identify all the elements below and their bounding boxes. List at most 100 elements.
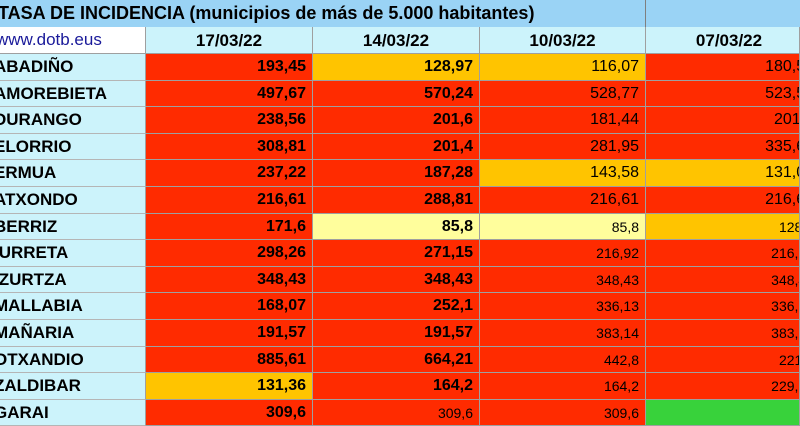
incidence-value-text: 180,58 (765, 58, 799, 75)
incidence-value-text: 201,6 (773, 111, 800, 129)
incidence-value-cell[interactable]: 281,95 (480, 133, 646, 161)
incidence-value-cell[interactable]: 128,97 (313, 54, 480, 81)
incidence-value-text: 523,54 (765, 84, 799, 102)
incidence-value-text: 348,43 (771, 271, 799, 288)
incidence-value-cell[interactable]: 116,07 (480, 54, 646, 81)
municipality-name-cell[interactable]: ATXONDO (0, 186, 146, 214)
incidence-value-cell[interactable]: 143,58 (480, 160, 646, 187)
incidence-value-cell[interactable] (646, 399, 800, 426)
incidence-value-cell[interactable]: 201,4 (313, 133, 480, 161)
incidence-value-cell[interactable]: 216,61 (146, 186, 313, 214)
incidence-value-cell[interactable]: 348,43 (146, 266, 313, 294)
incidence-value-cell[interactable]: 336,13 (646, 293, 800, 320)
incidence-value-cell[interactable]: 383,14 (646, 319, 800, 347)
site-url-cell[interactable]: www.dotb.eus (0, 27, 146, 54)
incidence-value-cell[interactable]: 85,8 (313, 213, 480, 241)
incidence-value-cell[interactable]: 271,15 (313, 240, 480, 267)
municipality-name-cell[interactable]: OTXANDIO (0, 346, 146, 374)
incidence-value-text: 216,61 (765, 190, 799, 208)
incidence-value-text: 131,09 (765, 164, 799, 182)
incidence-value-cell[interactable]: 216,61 (646, 186, 800, 214)
municipality-name-cell[interactable]: BERRIZ (0, 213, 146, 241)
incidence-value-cell[interactable]: 308,81 (146, 133, 313, 161)
incidence-value-cell[interactable]: 216,92 (480, 240, 646, 267)
incidence-value-cell[interactable]: 180,58 (646, 54, 800, 81)
incidence-value-cell[interactable]: 216,61 (480, 186, 646, 214)
municipality-name-cell[interactable]: MALLABIA (0, 293, 146, 320)
incidence-value-cell[interactable]: 523,54 (646, 80, 800, 108)
municipality-name-cell[interactable]: IZURTZA (0, 266, 146, 294)
incidence-value-cell[interactable]: 171,6 (146, 213, 313, 241)
incidence-value-cell[interactable]: 309,6 (480, 399, 646, 426)
incidence-value-cell[interactable]: 221,4 (646, 346, 800, 374)
incidence-value-cell[interactable]: 570,24 (313, 80, 480, 108)
incidence-value-cell[interactable]: 664,21 (313, 346, 480, 374)
incidence-value-cell[interactable]: 348,43 (646, 266, 800, 294)
incidence-value-cell[interactable]: 229,88 (646, 373, 800, 400)
incidence-value-text: 221,4 (778, 351, 799, 368)
incidence-value-cell[interactable]: 237,22 (146, 160, 313, 187)
incidence-value-cell[interactable]: 336,13 (480, 293, 646, 320)
incidence-value-cell[interactable]: 85,8 (480, 213, 646, 241)
incidence-value-cell[interactable]: 309,6 (313, 399, 480, 426)
incidence-value-cell[interactable]: 216,92 (646, 240, 800, 267)
incidence-value-cell[interactable]: 528,77 (480, 80, 646, 108)
municipality-name-cell[interactable]: ERMUA (0, 160, 146, 187)
date-header-4[interactable]: 07/03/22 (646, 27, 800, 54)
incidence-value-cell[interactable]: 252,1 (313, 293, 480, 320)
incidence-value-cell[interactable]: 288,81 (313, 186, 480, 214)
date-header-1[interactable]: 17/03/22 (146, 27, 313, 54)
incidence-value-cell[interactable]: 201,6 (313, 107, 480, 134)
incidence-value-cell[interactable]: 309,6 (146, 399, 313, 426)
municipality-name-cell[interactable]: AMOREBIETA (0, 80, 146, 108)
incidence-value-cell[interactable]: 193,45 (146, 54, 313, 81)
date-header-2[interactable]: 14/03/22 (313, 27, 480, 54)
incidence-value-cell[interactable]: 128,7 (646, 213, 800, 241)
incidence-value-cell[interactable]: 187,28 (313, 160, 480, 187)
incidence-value-cell[interactable]: 181,44 (480, 107, 646, 134)
municipality-name-cell[interactable]: ABADIÑO (0, 54, 146, 81)
incidence-value-text: 229,88 (771, 378, 799, 395)
sheet-title[interactable]: TASA DE INCIDENCIA (municipios de más de… (0, 0, 646, 27)
incidence-value-cell[interactable]: 298,26 (146, 240, 313, 267)
incidence-value-text: 335,65 (765, 137, 799, 155)
date-header-3[interactable]: 10/03/22 (480, 27, 646, 54)
incidence-value-cell[interactable]: 201,6 (646, 107, 800, 134)
incidence-value-cell[interactable]: 191,57 (146, 319, 313, 347)
incidence-value-cell[interactable]: 348,43 (480, 266, 646, 294)
incidence-value-cell[interactable]: 383,14 (480, 319, 646, 347)
incidence-value-cell[interactable]: 885,61 (146, 346, 313, 374)
municipality-name-cell[interactable]: ZALDIBAR (0, 373, 146, 400)
incidence-value-cell[interactable]: 442,8 (480, 346, 646, 374)
incidence-value-cell[interactable]: 131,09 (646, 160, 800, 187)
municipality-name-cell[interactable]: MAÑARIA (0, 319, 146, 347)
incidence-value-text: 128,7 (778, 218, 799, 235)
municipality-name-cell[interactable]: DURANGO (0, 107, 146, 134)
incidence-value-cell[interactable]: 497,67 (146, 80, 313, 108)
title-row-empty-cell[interactable] (646, 0, 800, 27)
municipality-name-cell[interactable]: GARAI (0, 399, 146, 426)
incidence-value-cell[interactable]: 131,36 (146, 373, 313, 400)
incidence-value-cell[interactable]: 238,56 (146, 107, 313, 134)
incidence-value-cell[interactable]: 335,65 (646, 133, 800, 161)
incidence-value-cell[interactable]: 164,2 (480, 373, 646, 400)
incidence-value-cell[interactable]: 168,07 (146, 293, 313, 320)
incidence-value-cell[interactable]: 191,57 (313, 319, 480, 347)
incidence-value-text: 383,14 (771, 324, 799, 341)
incidence-value-cell[interactable]: 164,2 (313, 373, 480, 400)
incidence-value-text: 216,92 (771, 245, 799, 262)
municipality-name-cell[interactable]: ELORRIO (0, 133, 146, 161)
municipality-name-cell[interactable]: IURRETA (0, 240, 146, 267)
incidence-value-text: 336,13 (771, 298, 799, 315)
incidence-value-cell[interactable]: 348,43 (313, 266, 480, 294)
